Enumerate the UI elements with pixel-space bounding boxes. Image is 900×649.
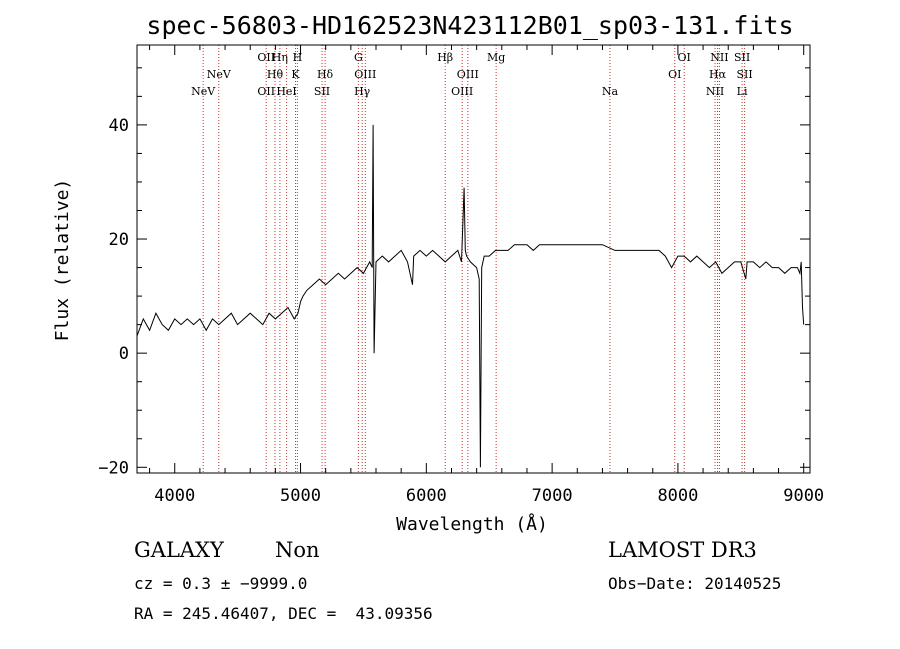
emission-line-label: OII [257,51,275,64]
x-axis-label: Wavelength (Å) [396,513,548,535]
emission-line-label: NII [706,85,724,98]
x-tick-label: 6000 [406,486,447,506]
emission-line-label: NeV [207,68,232,81]
emission-line-label: NeV [191,85,216,98]
emission-line-label: Hγ [354,85,371,98]
emission-line-label: H [293,51,303,64]
emission-line-label: OII [257,85,275,98]
spectrum-chart: spec-56803-HD162523N423112B01_sp03-131.f… [52,11,824,535]
y-axis-ticks: −20 0 20 40 [98,67,810,478]
emission-line-label: SII [314,85,330,98]
obs-date: Obs−Date: 20140525 [608,574,782,593]
emission-line-markers [202,45,746,473]
emission-line-label: K [291,68,300,81]
survey-name: LAMOST DR3 [608,538,757,562]
x-tick-label: 7000 [532,486,573,506]
x-tick-label: 8000 [657,486,698,506]
spectrum-line [136,124,805,468]
y-tick-label: 0 [119,344,129,364]
redshift-cz: cz = 0.3 ± −9999.0 [134,574,308,593]
y-axis-label: Flux (relative) [52,179,73,342]
emission-line-label: NII [710,51,728,64]
emission-line-label: G [354,51,363,64]
emission-line-label: Hβ [437,51,453,64]
emission-line-label: OI [678,51,691,64]
coordinates: RA = 245.46407, DEC = 43.09356 [134,604,433,623]
emission-line-label: SII [734,51,750,64]
emission-line-label: SII [736,68,752,81]
x-axis-ticks: 4000 5000 6000 7000 8000 9000 [149,45,824,506]
emission-line-label: Hδ [317,68,334,81]
object-class: GALAXY [134,538,224,562]
x-tick-label: 4000 [154,486,195,506]
emission-line-label: OIII [354,68,376,81]
chart-title: spec-56803-HD162523N423112B01_sp03-131.f… [146,11,793,40]
emission-line-label: OI [668,68,681,81]
emission-line-label: Mg [487,51,505,64]
x-tick-label: 5000 [280,486,321,506]
emission-line-label: Hη [272,51,288,64]
y-tick-label: −20 [98,458,129,478]
emission-line-label: Hα [709,68,727,81]
emission-line-label: Li [737,85,748,98]
emission-line-label: HeI [276,85,296,98]
emission-line-label: OIII [451,85,473,98]
y-tick-label: 40 [109,116,129,136]
x-tick-label: 9000 [783,486,824,506]
emission-line-label: Hθ [267,68,284,81]
y-tick-label: 20 [109,230,129,250]
plot-frame [136,44,811,474]
emission-line-label: Na [602,85,619,98]
object-subclass: Non [275,538,320,562]
emission-line-label: OIII [457,68,479,81]
